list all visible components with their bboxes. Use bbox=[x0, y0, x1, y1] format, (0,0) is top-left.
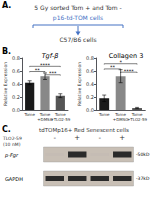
svg-text:****: **** bbox=[40, 62, 51, 68]
svg-text:-: - bbox=[98, 134, 101, 142]
svg-text:5 Gy sorted Tom + and Tom -: 5 Gy sorted Tom + and Tom - bbox=[34, 4, 121, 12]
svg-text:-50kD: -50kD bbox=[136, 152, 150, 157]
svg-text:-: - bbox=[53, 134, 56, 142]
svg-text:**: ** bbox=[35, 67, 41, 73]
svg-text:GAPDH: GAPDH bbox=[5, 176, 23, 182]
svg-text:p16-td-TOM cells: p16-td-TOM cells bbox=[53, 14, 103, 22]
svg-text:0.4: 0.4 bbox=[86, 81, 94, 87]
svg-text:Relative Expression: Relative Expression bbox=[3, 62, 8, 106]
svg-text:C57/B6 cells: C57/B6 cells bbox=[59, 36, 96, 43]
svg-text:Relative Expression: Relative Expression bbox=[77, 62, 82, 106]
svg-text:Tome: Tome bbox=[115, 112, 126, 117]
svg-text:Collagen 3: Collagen 3 bbox=[109, 52, 144, 60]
svg-text:+DMSO: +DMSO bbox=[112, 117, 129, 122]
svg-text:Tome: Tome bbox=[131, 112, 143, 117]
svg-text:TLO2-59: TLO2-59 bbox=[2, 136, 22, 141]
svg-text:Tome: Tome bbox=[98, 112, 110, 117]
svg-text:-37kD: -37kD bbox=[136, 176, 150, 181]
svg-text:A.: A. bbox=[2, 1, 11, 10]
svg-text:Tgf-β: Tgf-β bbox=[42, 52, 59, 60]
svg-text:B.: B. bbox=[2, 47, 11, 56]
svg-text:0.8: 0.8 bbox=[86, 55, 94, 61]
svg-text:0.6: 0.6 bbox=[86, 68, 94, 74]
svg-text:0.0: 0.0 bbox=[12, 107, 20, 113]
svg-text:+: + bbox=[74, 134, 80, 142]
svg-text:Tome: Tome bbox=[23, 112, 35, 117]
svg-text:****: **** bbox=[124, 68, 135, 74]
svg-text:*: * bbox=[119, 59, 122, 65]
svg-text:+TLO2-59: +TLO2-59 bbox=[50, 117, 71, 122]
svg-text:+DMSO: +DMSO bbox=[37, 117, 53, 122]
svg-text:0.4: 0.4 bbox=[12, 81, 20, 87]
svg-text:+TLO2-59: +TLO2-59 bbox=[127, 117, 148, 122]
svg-text:0.6: 0.6 bbox=[12, 68, 20, 74]
svg-text:C.: C. bbox=[2, 125, 11, 134]
svg-text:0.8: 0.8 bbox=[12, 55, 20, 61]
svg-text:***: *** bbox=[49, 70, 57, 76]
svg-text:p-Fgr: p-Fgr bbox=[4, 152, 19, 159]
svg-text:(10 nM): (10 nM) bbox=[3, 142, 21, 147]
svg-text:tdTOMp16+ Red Senescent cells: tdTOMp16+ Red Senescent cells bbox=[39, 127, 129, 133]
svg-text:0.2: 0.2 bbox=[86, 94, 94, 100]
svg-text:0.2: 0.2 bbox=[12, 94, 20, 100]
svg-text:0.0: 0.0 bbox=[86, 107, 94, 113]
svg-text:Tome: Tome bbox=[55, 112, 66, 117]
svg-text:Tome: Tome bbox=[39, 112, 51, 117]
svg-text:+: + bbox=[119, 134, 125, 142]
svg-text:**: ** bbox=[110, 64, 116, 70]
